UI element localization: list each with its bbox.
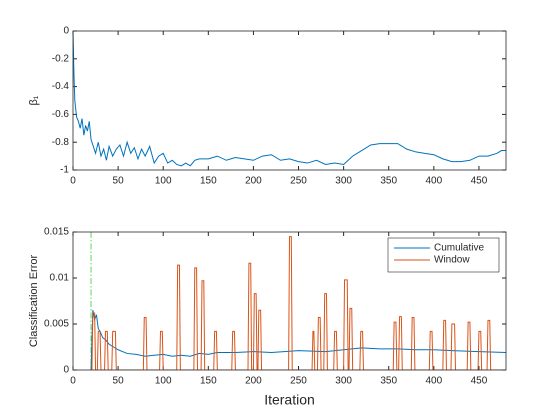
y-tick-label: 0 — [63, 26, 69, 37]
x-tick-label: 400 — [425, 376, 442, 387]
x-axis-label: Iteration — [264, 392, 315, 408]
plot-area — [90, 236, 506, 370]
x-tick-label: 250 — [290, 176, 307, 187]
x-tick-label: 100 — [155, 376, 172, 387]
x-tick-label: 300 — [335, 176, 352, 187]
x-tick-label: 200 — [245, 376, 262, 387]
y-tick-label: 0.01 — [50, 273, 70, 284]
x-tick-label: 200 — [245, 176, 262, 187]
x-tick-label: 350 — [380, 376, 397, 387]
line — [90, 310, 506, 370]
y-tick-label: 0.005 — [44, 319, 69, 330]
y-tick-label: -0.6 — [52, 109, 70, 120]
x-tick-label: 100 — [155, 176, 172, 187]
legend-label: Cumulative — [434, 243, 484, 254]
y-tick-label: -0.2 — [52, 53, 70, 64]
legend-box — [387, 237, 500, 273]
axes-background — [73, 31, 506, 170]
y-tick-label: 0 — [63, 365, 69, 376]
x-tick-label: 400 — [425, 176, 442, 187]
x-tick-label: 300 — [335, 376, 352, 387]
x-tick-label: 50 — [113, 176, 125, 187]
x-tick-label: 150 — [200, 176, 217, 187]
y-tick-label: 0.015 — [44, 227, 69, 238]
axes-box — [72, 30, 507, 171]
plot-area — [73, 31, 506, 167]
legend-label: Window — [434, 255, 470, 266]
x-tick-label: 150 — [200, 376, 217, 387]
x-tick-label: 350 — [380, 176, 397, 187]
line — [91, 236, 506, 370]
x-tick-label: 250 — [290, 376, 307, 387]
axes-box — [72, 231, 507, 371]
line — [73, 31, 506, 167]
y-tick-label: -1 — [60, 165, 69, 176]
x-tick-label: 50 — [113, 376, 125, 387]
y-tick-label: -0.8 — [52, 137, 70, 148]
x-tick-label: 0 — [70, 176, 76, 187]
y-axis-label: Classification Error — [28, 255, 40, 348]
y-axis-label: β₁ — [28, 95, 40, 105]
x-tick-label: 0 — [70, 376, 76, 387]
x-tick-label: 450 — [471, 176, 488, 187]
x-tick-label: 450 — [471, 376, 488, 387]
y-tick-label: -0.4 — [52, 81, 70, 92]
